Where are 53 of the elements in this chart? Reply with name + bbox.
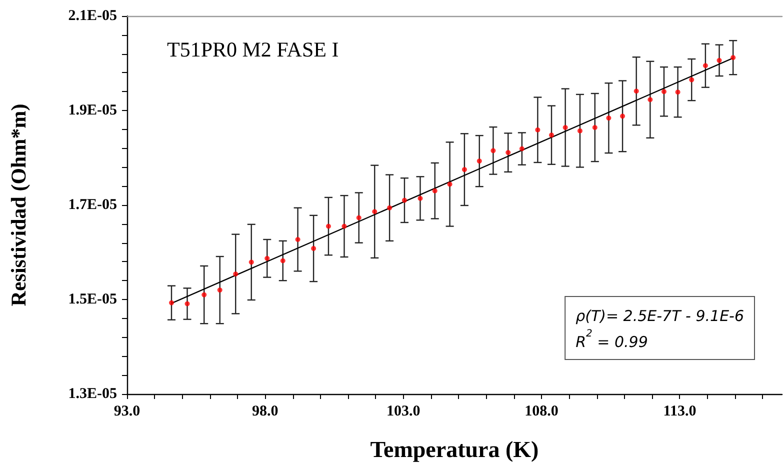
point xyxy=(716,58,722,63)
point xyxy=(577,128,582,134)
point xyxy=(506,150,511,156)
point xyxy=(592,125,598,130)
point xyxy=(689,77,694,82)
point xyxy=(490,148,496,154)
point xyxy=(661,89,666,94)
point xyxy=(184,301,190,306)
point xyxy=(535,127,540,132)
point xyxy=(233,271,238,276)
point xyxy=(675,90,680,95)
y-tick-label: 1.5E-05 xyxy=(68,292,117,308)
y-tick-label: 1.7E-05 xyxy=(68,197,117,213)
y-tick-label: 2.1E-05 xyxy=(68,8,117,24)
point xyxy=(356,215,362,220)
point xyxy=(326,224,331,229)
y-tick-label: 1.9E-05 xyxy=(68,102,117,118)
point xyxy=(606,116,612,121)
point xyxy=(620,114,626,119)
y-tick-label: 1.3E-05 xyxy=(68,386,117,402)
x-tick-label: 103.0 xyxy=(386,404,420,420)
point xyxy=(202,292,207,298)
annotation: ρ(T)= 2.5E-7T - 9.1E-6 xyxy=(576,307,744,325)
point xyxy=(418,196,423,201)
point xyxy=(447,182,452,187)
point xyxy=(169,300,174,306)
point xyxy=(264,256,270,261)
point xyxy=(311,246,316,251)
x-tick-label: 98.0 xyxy=(252,404,278,420)
point xyxy=(342,224,347,229)
point xyxy=(280,258,286,264)
point xyxy=(248,260,254,265)
y-axis-title: Resistividad (Ohm*m) xyxy=(6,104,30,306)
point xyxy=(648,97,653,102)
point xyxy=(730,55,736,60)
point xyxy=(634,88,639,94)
point xyxy=(562,125,568,130)
point xyxy=(549,132,554,138)
point xyxy=(476,158,482,164)
x-axis-title: Temperatura (K) xyxy=(370,437,539,462)
point xyxy=(702,63,708,68)
x-tick-label: 93.0 xyxy=(114,404,140,420)
point xyxy=(432,188,438,194)
point xyxy=(519,146,524,152)
x-tick-label: 108.0 xyxy=(524,404,558,420)
point xyxy=(402,198,407,203)
point xyxy=(462,167,467,172)
point xyxy=(217,288,222,293)
point xyxy=(387,205,392,210)
point xyxy=(295,236,300,242)
point xyxy=(372,209,378,214)
x-tick-label: 113.0 xyxy=(663,404,696,420)
text: T51PR0 M2 FASE I xyxy=(167,38,339,62)
